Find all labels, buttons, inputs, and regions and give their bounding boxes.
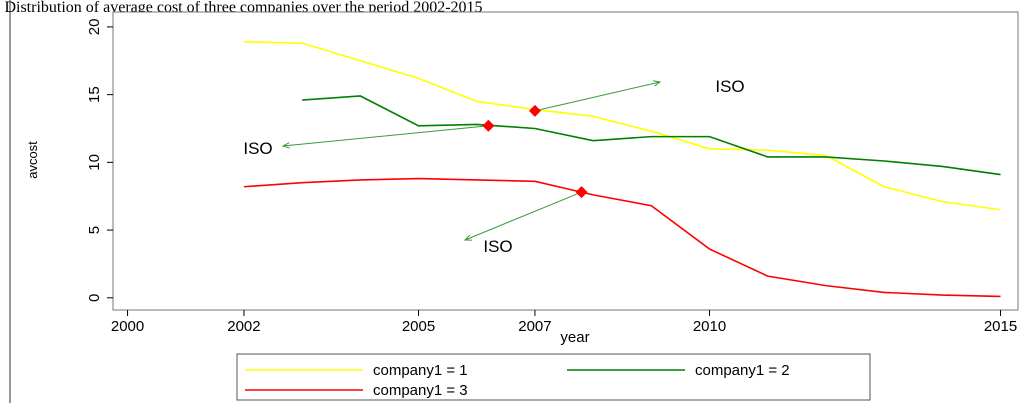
x-tick-label: 2000 bbox=[111, 318, 144, 335]
x-tick-label: 2015 bbox=[984, 318, 1017, 335]
x-tick-label: 2002 bbox=[227, 318, 260, 335]
arrow-head bbox=[653, 80, 662, 87]
annotation: ISO bbox=[243, 139, 272, 158]
y-tick-label: 0 bbox=[86, 294, 103, 302]
y-tick-label: 5 bbox=[86, 226, 103, 234]
annotation: ISO bbox=[483, 237, 512, 256]
y-tick-label: 20 bbox=[86, 19, 103, 36]
y-tick-label: 10 bbox=[86, 154, 103, 171]
legend-label: company1 = 2 bbox=[695, 362, 790, 379]
annotation-arrow bbox=[282, 125, 489, 147]
y-axis-label: avcost bbox=[25, 141, 40, 179]
plot-area bbox=[112, 11, 1019, 311]
diamond-marker bbox=[482, 119, 495, 132]
series-line bbox=[243, 41, 1001, 211]
annotation-arrow bbox=[464, 191, 582, 241]
legend-label: company1 = 3 bbox=[373, 382, 468, 399]
x-tick-label: 2007 bbox=[518, 318, 551, 335]
annotation-arrow bbox=[534, 81, 661, 112]
arrow-head bbox=[463, 234, 473, 241]
legend bbox=[236, 353, 871, 401]
diamond-marker bbox=[528, 104, 541, 117]
y-tick-label: 15 bbox=[86, 86, 103, 103]
annotation: ISO bbox=[715, 77, 744, 96]
series-line bbox=[302, 95, 1001, 176]
x-tick-label: 2010 bbox=[693, 318, 726, 335]
x-axis-label: year bbox=[560, 329, 589, 346]
diamond-marker bbox=[575, 186, 588, 199]
legend-label: company1 = 1 bbox=[373, 362, 468, 379]
arrow-head bbox=[281, 142, 290, 149]
x-tick-label: 2005 bbox=[402, 318, 435, 335]
series-line bbox=[243, 177, 1001, 298]
